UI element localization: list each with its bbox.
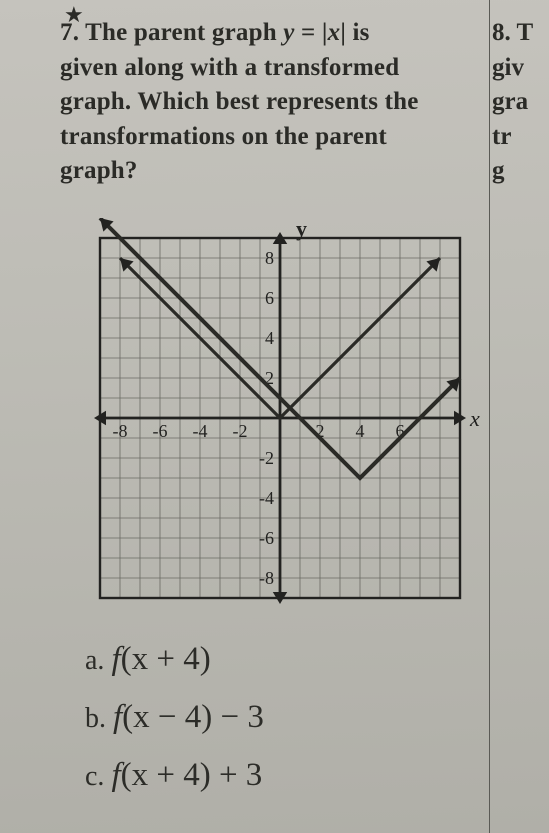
question-text: 7. The parent graph y = |x| is given alo… bbox=[60, 16, 510, 189]
side-l4: tr bbox=[492, 120, 549, 155]
q-p5: graph? bbox=[60, 157, 138, 184]
answer-a: a. f(x + 4) bbox=[85, 636, 485, 684]
eq-end: | is bbox=[340, 19, 369, 46]
answer-b-fn: f bbox=[113, 699, 122, 735]
eq-lhs: y bbox=[283, 19, 294, 46]
svg-text:-8: -8 bbox=[113, 421, 128, 441]
answers: a. f(x + 4) b. f(x − 4) − 3 c. f(x + 4) … bbox=[85, 636, 485, 810]
answer-c-args: (x + 4) + 3 bbox=[121, 757, 263, 793]
svg-text:-2: -2 bbox=[233, 421, 248, 441]
answer-a-fn: f bbox=[111, 641, 120, 677]
main-cell: ★ 7. The parent graph y = |x| is given a… bbox=[30, 0, 490, 833]
side-l2: giv bbox=[492, 51, 549, 86]
svg-text:x: x bbox=[469, 406, 480, 431]
svg-text:-4: -4 bbox=[193, 421, 208, 441]
q-p1: The parent graph bbox=[85, 19, 283, 46]
svg-text:-6: -6 bbox=[259, 528, 274, 548]
svg-text:8: 8 bbox=[265, 248, 274, 268]
eq-var: x bbox=[328, 19, 341, 46]
graph: -8-6-4-2246-8-6-4-22468yx bbox=[70, 218, 490, 618]
answer-c: c. f(x + 4) + 3 bbox=[85, 752, 485, 800]
svg-text:y: y bbox=[296, 218, 307, 241]
svg-text:4: 4 bbox=[265, 328, 274, 348]
answer-a-lead: a. bbox=[85, 645, 111, 676]
svg-text:-6: -6 bbox=[153, 421, 168, 441]
svg-text:-2: -2 bbox=[259, 448, 274, 468]
answer-b-lead: b. bbox=[85, 703, 113, 734]
graph-svg: -8-6-4-2246-8-6-4-22468yx bbox=[70, 218, 490, 618]
answer-c-fn: f bbox=[111, 757, 120, 793]
side-l3: gra bbox=[492, 85, 549, 120]
svg-text:-4: -4 bbox=[259, 488, 274, 508]
side-l5: g bbox=[492, 154, 549, 189]
answer-b: b. f(x − 4) − 3 bbox=[85, 694, 485, 742]
side-q-num: 8. T bbox=[492, 16, 549, 51]
q-num: 7. bbox=[60, 19, 79, 46]
q-p3: graph. Which best represents the bbox=[60, 88, 419, 115]
answer-b-args: (x − 4) − 3 bbox=[122, 699, 264, 735]
svg-text:6: 6 bbox=[265, 288, 274, 308]
answer-a-args: (x + 4) bbox=[121, 641, 211, 677]
svg-text:4: 4 bbox=[356, 421, 365, 441]
svg-text:-8: -8 bbox=[259, 568, 274, 588]
page: ★ 7. The parent graph y = |x| is given a… bbox=[0, 0, 549, 833]
q-p2: given along with a transformed bbox=[60, 54, 399, 81]
answer-c-lead: c. bbox=[85, 761, 111, 792]
eq-mid: = | bbox=[295, 19, 328, 46]
side-cell: 8. T giv gra tr g bbox=[492, 0, 549, 200]
q-p4: transformations on the parent bbox=[60, 123, 387, 150]
